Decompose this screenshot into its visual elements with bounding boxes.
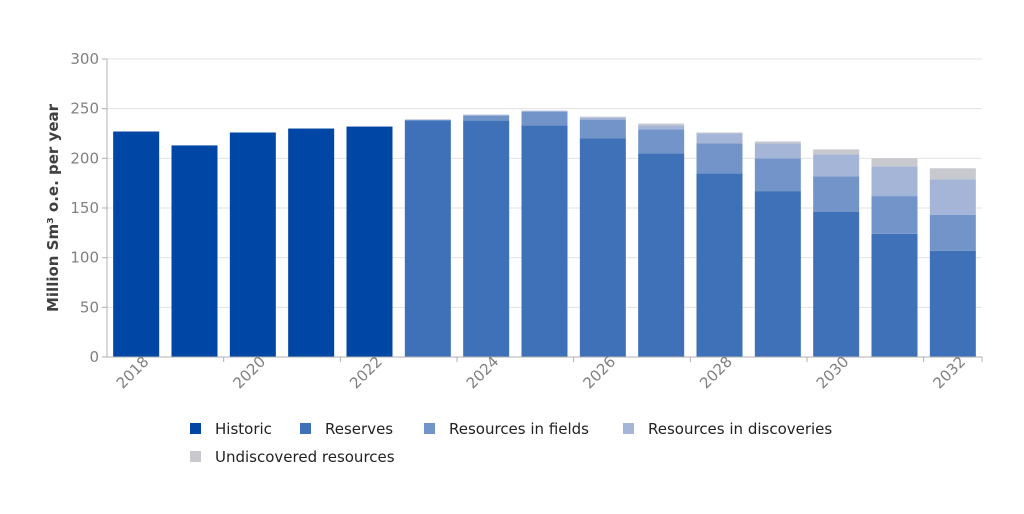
legend-swatch (190, 423, 201, 434)
y-tick-label: 100 (70, 249, 99, 267)
y-axis-title: Million Sm³ o.e. per year (44, 103, 62, 312)
bar-segment-reserves (929, 250, 976, 357)
legend-label: Resources in fields (449, 420, 589, 438)
bar-segment-resources-in-fields (521, 111, 568, 126)
x-tick-label: 2020 (229, 353, 269, 393)
bar-segment-resources-in-fields (696, 143, 743, 174)
bar-segment-undiscovered-resources (638, 123, 685, 126)
bar-segment-undiscovered-resources (813, 149, 860, 155)
bar-segment-resources-in-discoveries (696, 133, 743, 144)
bar-segment-resources-in-fields (754, 158, 801, 192)
bar-segment-reserves (696, 173, 743, 357)
legend-label: Reserves (325, 420, 393, 438)
bar-segment-resources-in-discoveries (871, 166, 918, 197)
bar-segment-resources-in-fields (638, 129, 685, 154)
y-tick-label: 300 (70, 50, 99, 68)
bar-segment-reserves (813, 211, 860, 357)
bar-segment-resources-in-fields (871, 196, 918, 234)
legend-swatch (623, 423, 634, 434)
x-tick-labels: 2018 2020 2022 2024 2026 2028 2030 2032 (113, 353, 983, 393)
bar-segment-undiscovered-resources (579, 116, 626, 118)
bars (113, 110, 976, 358)
bar-segment-reserves (521, 125, 568, 357)
y-tick-label: 250 (70, 100, 99, 118)
bar-segment-undiscovered-resources (929, 168, 976, 180)
y-tick-label: 0 (89, 348, 99, 366)
x-tick-label: 2018 (113, 353, 153, 393)
legend-label: Undiscovered resources (215, 448, 395, 466)
bar-segment-resources-in-discoveries (813, 154, 860, 177)
legend: Historic Reserves Resources in fields Resou… (190, 420, 832, 466)
bar-segment-undiscovered-resources (871, 158, 918, 167)
x-tick-label: 2030 (813, 353, 853, 393)
legend-swatch (190, 451, 201, 462)
bar-segment-resources-in-discoveries (521, 110, 568, 112)
y-tick-labels: 0 50 100 150 200 250 300 (70, 50, 107, 366)
x-tick-label: 2026 (579, 353, 619, 393)
bar-segment-resources-in-discoveries (929, 179, 976, 215)
x-tick-label: 2028 (696, 353, 736, 393)
legend-swatch (424, 423, 435, 434)
bar-segment-historic (229, 132, 276, 357)
bar-segment-resources-in-fields (463, 115, 510, 121)
bar-segment-reserves (638, 153, 685, 357)
bar-segment-resources-in-fields (813, 176, 860, 212)
legend-label: Resources in discoveries (648, 420, 832, 438)
bar-segment-resources-in-fields (404, 119, 451, 121)
x-tick-label: 2032 (929, 353, 969, 393)
x-tick-label: 2022 (346, 353, 386, 393)
bar-segment-reserves (871, 233, 918, 357)
bar-segment-historic (171, 145, 218, 357)
bar-segment-resources-in-discoveries (463, 114, 510, 116)
bar-segment-undiscovered-resources (696, 132, 743, 134)
bar-segment-undiscovered-resources (754, 141, 801, 144)
bar-segment-reserves (754, 191, 801, 357)
x-tick-label: 2024 (463, 353, 503, 393)
bar-segment-reserves (404, 120, 451, 357)
bar-segment-resources-in-discoveries (579, 117, 626, 120)
bar-segment-resources-in-discoveries (638, 125, 685, 130)
bar-segment-reserves (579, 138, 626, 357)
legend-label: Historic (215, 420, 272, 438)
bar-segment-reserves (463, 120, 510, 357)
bar-segment-historic (113, 131, 160, 357)
bar-segment-historic (346, 126, 393, 358)
y-tick-label: 50 (80, 298, 99, 316)
legend-swatch (300, 423, 311, 434)
bar-segment-resources-in-discoveries (754, 143, 801, 159)
bar-segment-historic (288, 128, 335, 357)
y-tick-label: 150 (70, 199, 99, 217)
bar-segment-resources-in-fields (579, 119, 626, 139)
bar-segment-resources-in-fields (929, 214, 976, 251)
y-tick-label: 200 (70, 149, 99, 167)
